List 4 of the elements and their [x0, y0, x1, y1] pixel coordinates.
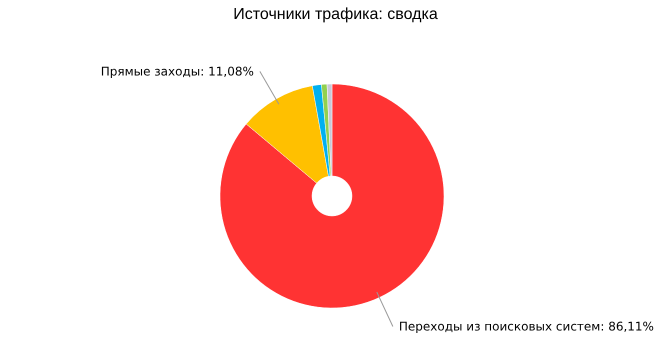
slice-label: Прямые заходы: 11,08% [100, 64, 254, 78]
chart-title: Источники трафика: сводка [233, 6, 438, 23]
slice-label: Переходы из поисковых систем: 86,11% [398, 320, 654, 334]
donut-slice [220, 84, 444, 308]
